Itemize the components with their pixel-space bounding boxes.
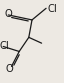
Text: O: O — [4, 9, 12, 19]
Text: O: O — [6, 64, 14, 74]
Text: Cl: Cl — [47, 4, 57, 14]
Text: Cl: Cl — [0, 42, 10, 51]
